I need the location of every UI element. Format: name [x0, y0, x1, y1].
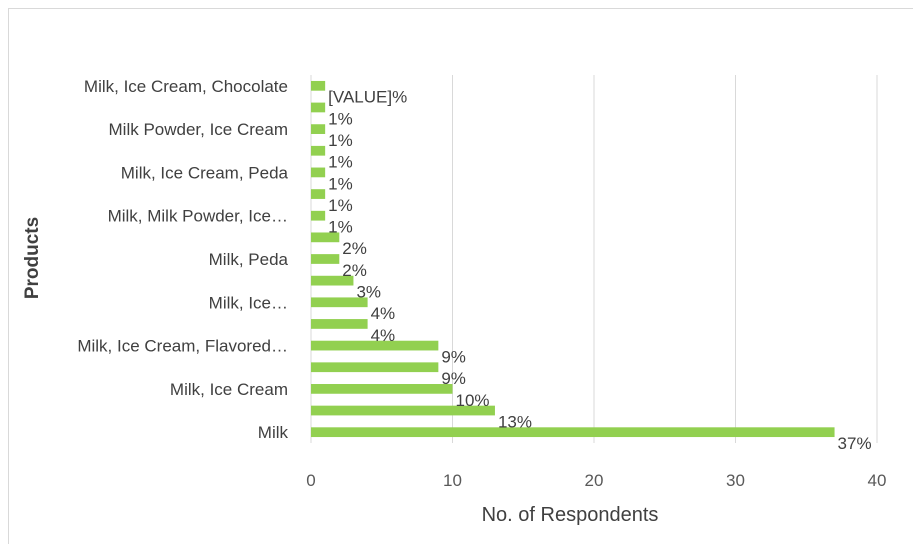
x-tick-label: 30 [726, 471, 745, 490]
bar-6 [311, 297, 368, 308]
bar-5 [311, 319, 368, 329]
bar-0 [311, 427, 835, 438]
bar-14 [311, 124, 326, 134]
data-label-9: 2% [342, 239, 367, 258]
bar-10 [311, 210, 326, 221]
bar-13 [311, 145, 326, 156]
data-label-7: 3% [356, 283, 381, 302]
category-label-14: Milk Powder, Ice Cream [109, 120, 289, 139]
data-label-4: 9% [441, 347, 466, 366]
data-label-13: 1% [328, 153, 353, 172]
data-label-1: 13% [498, 412, 532, 431]
bar-16 [311, 80, 326, 91]
category-label-10: Milk, Milk Powder, Ice… [108, 207, 288, 226]
data-label-11: 1% [328, 196, 353, 215]
data-label-16: [VALUE]% [328, 88, 407, 107]
data-label-10: 1% [328, 218, 353, 237]
data-label-14: 1% [328, 131, 353, 150]
data-label-3: 9% [441, 369, 466, 388]
x-tick-label: 40 [868, 471, 887, 490]
data-label-15: 1% [328, 109, 353, 128]
data-label-6: 4% [371, 304, 396, 323]
category-label-4: Milk, Ice Cream, Flavored… [77, 337, 288, 356]
x-axis-title: No. of Respondents [482, 504, 659, 526]
bar-12 [311, 167, 326, 178]
labels: 37% Milk 13% 10% Milk, Ice Cream 9% 9% Milk, Ic… [77, 77, 871, 453]
bar-1 [311, 405, 495, 416]
category-label-12: Milk, Ice Cream, Peda [121, 163, 289, 182]
bar-2 [311, 384, 453, 394]
category-label-6: Milk, Ice… [209, 293, 288, 312]
data-label-2: 10% [456, 391, 490, 410]
data-label-0: 37% [838, 434, 872, 453]
chart-frame [8, 8, 913, 544]
x-tick-label: 20 [585, 471, 604, 490]
category-label-8: Milk, Peda [209, 250, 289, 269]
data-label-5: 4% [371, 326, 396, 345]
data-label-12: 1% [328, 174, 353, 193]
bars [311, 80, 835, 438]
category-label-16: Milk, Ice Cream, Chocolate [84, 77, 288, 96]
bar-4 [311, 340, 439, 351]
bar-8 [311, 254, 340, 264]
bar-3 [311, 362, 439, 373]
x-tick-label: 0 [306, 471, 315, 490]
bar-15 [311, 102, 326, 113]
bar-7 [311, 275, 354, 286]
gridlines: 0 10 20 30 40 [306, 75, 886, 490]
data-label-8: 2% [342, 261, 367, 280]
bar-11 [311, 189, 326, 199]
category-label-2: Milk, Ice Cream [170, 380, 288, 399]
y-axis-title: Products [22, 217, 43, 299]
x-tick-label: 10 [443, 471, 462, 490]
category-label-0: Milk [258, 423, 289, 442]
bar-9 [311, 232, 340, 243]
